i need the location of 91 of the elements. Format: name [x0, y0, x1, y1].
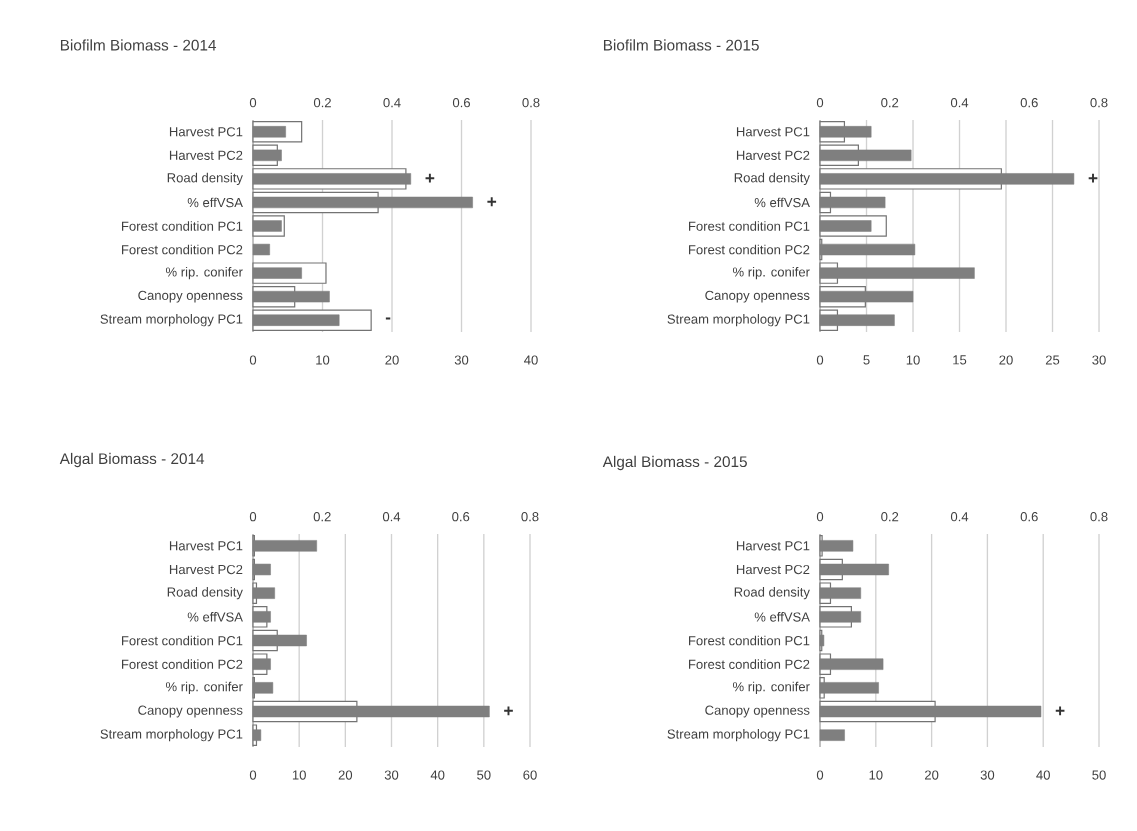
y-tick-label: % rip. conifer — [732, 681, 810, 694]
y-tick-label: Stream morphology PC1 — [667, 314, 810, 327]
x-tick-label: 60 — [523, 770, 537, 780]
x-tick-label: 30 — [1092, 355, 1106, 365]
y-tick-label: % effVSA — [187, 612, 243, 622]
annotation: + — [487, 197, 497, 207]
y-tick-label: Stream morphology PC1 — [100, 314, 243, 327]
x-tick-label: 20 — [924, 770, 939, 780]
x2-tick-label: 0.4 — [383, 98, 401, 108]
chart-title: Biofilm Biomass - 2014 — [60, 39, 217, 51]
y-tick-label: Harvest PC2 — [736, 564, 810, 575]
y-tick-label: % rip. conifer — [732, 267, 810, 280]
y-tick-label: Harvest PC2 — [736, 150, 810, 160]
y-tick-label: Forest condition PC2 — [689, 244, 810, 255]
y-tick-label: Road density — [734, 172, 810, 185]
x2-tick-label: 0 — [816, 512, 824, 522]
y-tick-label: Forest condition PC1 — [689, 221, 810, 231]
y-tick-label: Canopy openness — [705, 705, 810, 718]
y-tick-label: Forest condition PC2 — [122, 244, 243, 255]
y-tick-label: Canopy openness — [138, 290, 243, 303]
x2-tick-label: 0.8 — [1090, 98, 1108, 108]
x2-tick-label: 0.4 — [950, 512, 969, 522]
x-tick-label: 10 — [906, 355, 920, 365]
x-tick-label: 0 — [816, 355, 824, 365]
annotation: - — [385, 317, 391, 320]
x-tick-label: 40 — [430, 770, 445, 780]
x2-tick-label: 0 — [816, 98, 824, 108]
x2-tick-label: 0.4 — [382, 512, 401, 522]
y-tick-label: Canopy openness — [138, 705, 243, 718]
y-tick-label: % rip. conifer — [165, 267, 243, 280]
x2-tick-label: 0 — [249, 98, 257, 108]
y-tick-label: Stream morphology PC1 — [667, 729, 810, 742]
x-tick-label: 10 — [316, 355, 330, 365]
text: Biofilm Biomass - 2015 — [603, 39, 759, 51]
x2-tick-label: 0.6 — [1020, 512, 1038, 522]
x-tick-label: 20 — [338, 770, 353, 780]
x-tick-label: 20 — [999, 355, 1013, 365]
x2-tick-label: 0.8 — [1090, 512, 1108, 522]
y-tick-label: % effVSA — [754, 612, 810, 622]
x2-tick-label: 0.6 — [452, 98, 471, 108]
y-tick-label: Forest condition PC2 — [689, 659, 810, 669]
y-tick-label: Harvest PC2 — [169, 564, 243, 575]
x2-tick-label: 0.4 — [950, 98, 969, 108]
annotation: + — [504, 706, 513, 716]
x-tick-label: 30 — [980, 770, 995, 780]
y-tick-label: Stream morphology PC1 — [100, 729, 243, 742]
x-tick-label: 0 — [816, 770, 824, 780]
y-tick-label: Harvest PC1 — [736, 541, 810, 551]
y-tick-label: Road density — [167, 587, 243, 600]
y-tick-label: % effVSA — [754, 197, 810, 208]
y-tick-label: % rip. conifer — [165, 681, 243, 694]
y-tick-label: % effVSA — [187, 197, 243, 208]
x2-tick-label: 0.2 — [881, 98, 899, 108]
x-tick-label: 10 — [869, 770, 883, 780]
x2-tick-label: 0.8 — [522, 98, 540, 108]
x-tick-label: 10 — [292, 770, 306, 780]
y-tick-label: Harvest PC1 — [169, 127, 243, 137]
x2-tick-label: 0.2 — [881, 512, 899, 522]
x2-tick-label: 0.6 — [452, 512, 470, 522]
x-tick-label: 30 — [384, 770, 399, 780]
x-tick-label: 15 — [953, 355, 967, 365]
text: Algal Biomass - 2015 — [602, 455, 747, 471]
y-tick-label: Harvest PC1 — [169, 541, 243, 551]
x-tick-label: 0 — [249, 355, 257, 365]
y-tick-label: Canopy openness — [705, 290, 810, 303]
x-tick-label: 30 — [454, 355, 469, 365]
y-tick-label: Forest condition PC1 — [689, 635, 810, 646]
y-tick-label: Road density — [167, 172, 243, 185]
y-tick-label: Road density — [734, 587, 810, 600]
x-tick-label: 50 — [477, 770, 491, 780]
annotation: + — [425, 173, 435, 183]
x-tick-label: 5 — [863, 355, 870, 365]
y-tick-label: Forest condition PC1 — [122, 221, 243, 231]
y-tick-label: Harvest PC2 — [169, 150, 243, 160]
x2-tick-label: 0.8 — [521, 512, 539, 522]
annotation: + — [1055, 706, 1065, 716]
x-tick-label: 25 — [1045, 355, 1060, 365]
chart-title: Algal Biomass - 2014 — [59, 452, 205, 468]
x2-tick-label: 0.2 — [313, 512, 331, 522]
x-tick-label: 0 — [249, 770, 257, 780]
x-tick-label: 40 — [1036, 770, 1050, 780]
y-tick-label: Harvest PC1 — [736, 127, 810, 137]
annotation: + — [1088, 173, 1098, 183]
x2-tick-label: 0.6 — [1020, 98, 1038, 108]
x-tick-label: 40 — [524, 355, 538, 365]
y-tick-label: Forest condition PC1 — [122, 635, 243, 646]
y-tick-label: Forest condition PC2 — [122, 659, 243, 669]
x-tick-label: 50 — [1092, 770, 1106, 780]
x2-tick-label: 0.2 — [313, 98, 331, 108]
x-tick-label: 20 — [385, 355, 399, 365]
x2-tick-label: 0 — [249, 512, 257, 522]
